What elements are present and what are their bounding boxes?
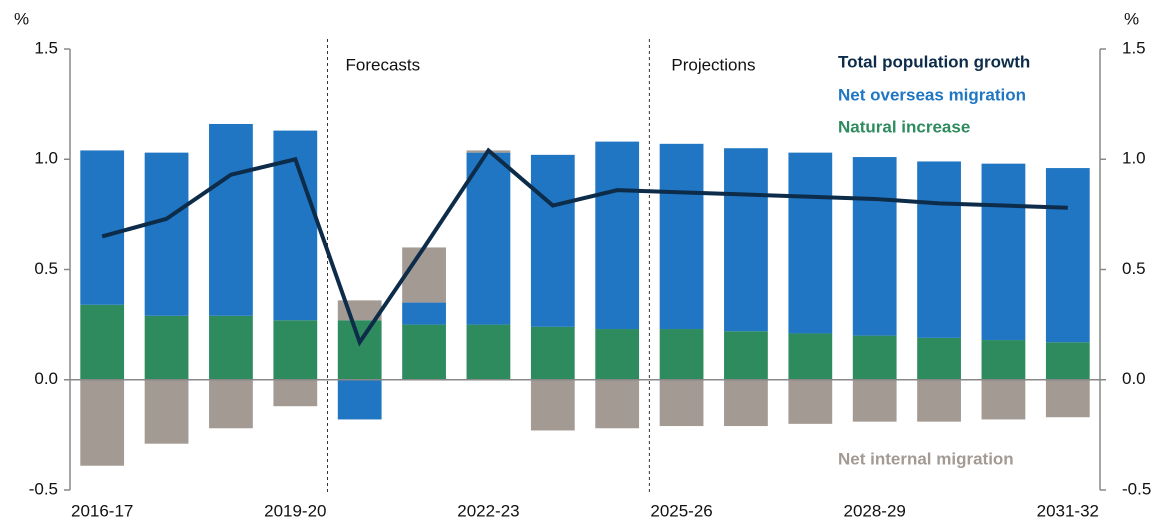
bar	[466, 324, 511, 380]
bar	[209, 315, 253, 380]
bar	[1045, 342, 1090, 380]
bar	[852, 379, 897, 422]
bar	[337, 379, 382, 420]
bar	[852, 335, 897, 380]
legend-label: Total population growth	[838, 52, 1030, 71]
bar	[530, 379, 575, 431]
bar	[981, 340, 1026, 380]
y-tick-label: 0.0	[34, 369, 58, 388]
x-tick-label: 2031-32	[1037, 501, 1099, 520]
bar	[209, 123, 253, 316]
bar	[981, 379, 1026, 420]
bar	[724, 148, 768, 332]
legend-label: Natural increase	[838, 117, 970, 136]
bar	[144, 315, 189, 380]
bar	[852, 157, 897, 336]
bar	[724, 331, 768, 380]
y-axis-label: %	[14, 9, 29, 28]
bar	[788, 333, 833, 380]
legend-label: Net overseas migration	[838, 85, 1026, 104]
x-tick-label: 2019-20	[264, 501, 326, 520]
x-tick-label: 2025-26	[650, 501, 712, 520]
y2-tick-label: 1.0	[1122, 149, 1146, 168]
bar	[80, 379, 125, 466]
bar	[466, 152, 511, 325]
bar	[80, 150, 125, 305]
x-tick-label: 2016-17	[71, 501, 133, 520]
annotation: Projections	[671, 55, 755, 74]
bar	[659, 379, 704, 427]
bar	[917, 161, 961, 338]
y2-tick-label: 0.5	[1122, 259, 1146, 278]
bar	[144, 152, 189, 316]
bar	[80, 304, 125, 380]
bar	[273, 320, 318, 380]
bar	[659, 143, 704, 330]
bar	[917, 379, 961, 422]
y2-tick-label: -0.5	[1122, 479, 1151, 498]
bar	[595, 329, 640, 380]
bar	[788, 379, 833, 424]
bar	[788, 152, 833, 334]
bar	[981, 163, 1026, 341]
y-tick-label: 0.5	[34, 259, 58, 278]
bar	[402, 247, 446, 303]
bar	[530, 326, 575, 380]
bar	[659, 329, 704, 380]
y-tick-label: -0.5	[29, 479, 58, 498]
bar	[402, 324, 446, 380]
line	[101, 147, 1068, 347]
bar	[337, 320, 382, 380]
bar	[273, 379, 318, 407]
y-tick-label: 1.5	[34, 38, 58, 57]
x-tick-label: 2028-29	[843, 501, 905, 520]
bar	[209, 379, 253, 429]
bar	[530, 154, 575, 327]
legend-label: Net internal migration	[838, 449, 1014, 468]
y2-tick-label: 1.5	[1122, 38, 1146, 57]
bar	[595, 379, 640, 429]
y2-axis-label: %	[1124, 9, 1139, 28]
bar	[144, 379, 189, 444]
annotation: Forecasts	[346, 55, 421, 74]
bar	[1045, 379, 1090, 418]
bar	[917, 337, 961, 380]
bar	[595, 141, 640, 330]
y2-tick-label: 0.0	[1122, 369, 1146, 388]
x-tick-label: 2022-23	[457, 501, 519, 520]
bar	[724, 379, 768, 427]
bar	[402, 302, 446, 325]
y-tick-label: 1.0	[34, 149, 58, 168]
bar	[1045, 168, 1090, 343]
